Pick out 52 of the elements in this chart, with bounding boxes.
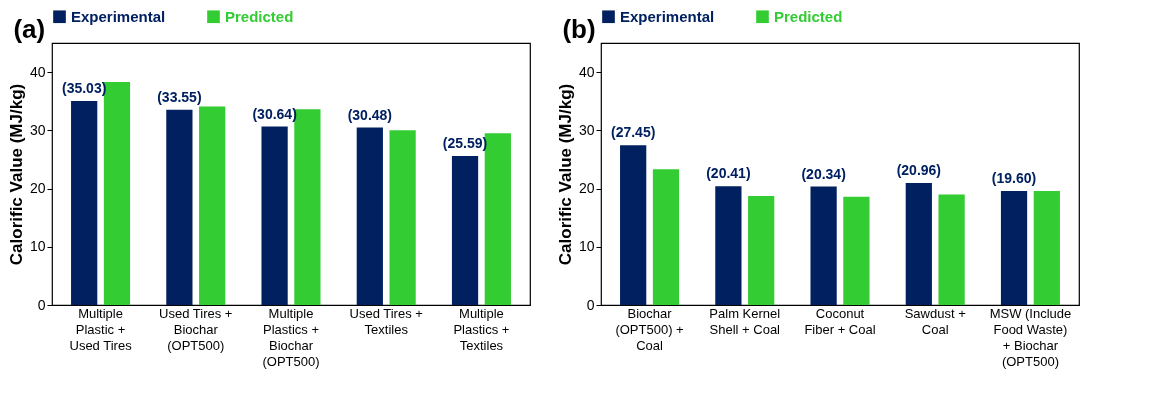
x-tick-label: Multiple Plastic + Used Tires [69,305,133,353]
x-tick-label: Biochar (OPT500) + Coal [615,305,684,353]
y-tick-label: 20 [578,180,595,197]
bar [71,101,98,305]
y-tick-label: 0 [586,296,595,313]
x-tick-label: Multiple Plastics + Textiles [453,305,510,353]
x-tick-label: Coconut Fiber + Coal [804,305,876,337]
bar [389,130,416,305]
chart-title: (b) [562,14,596,44]
data-label: (20.96) [896,161,941,178]
data-label: (27.45) [610,124,656,141]
y-tick-label: 10 [29,238,46,255]
x-tick-label: Used Tires + Biochar (OPT500) [159,305,233,353]
y-tick-label: 40 [578,63,595,80]
bar [199,106,226,305]
y-tick-label: 20 [29,180,46,197]
x-tick-label: Palm Kernel Shell + Coal [709,305,781,337]
x-tick-label: Multiple Plastics + Biochar (OPT500) [262,305,320,369]
y-tick-label: 0 [37,296,46,313]
legend-label: Predicted [225,7,294,25]
data-label: (20.34) [801,165,846,182]
bar [620,145,647,305]
data-label: (33.55) [157,88,202,105]
chart-title: (a) [13,14,46,44]
bar [356,127,383,305]
bar [1000,190,1028,305]
y-axis-title: Calorific Value (MJ/kg) [555,83,575,266]
y-tick-label: 10 [578,238,595,255]
bar [905,182,932,305]
legend-label: Experimental [620,7,715,25]
x-tick-label: Sawdust + Coal [904,305,966,337]
x-tick-label: MSW (Include Food Waste) + Biochar (OPT500) [989,305,1072,369]
bar [451,156,479,305]
bar [938,194,965,305]
y-tick-label: 30 [578,121,595,138]
bar [810,186,837,305]
y-tick-label: 30 [29,121,46,138]
y-axis-title: Calorific Value (MJ/kg) [6,83,26,266]
data-label: (19.60) [991,169,1037,186]
bar [1033,190,1060,305]
data-label: (20.41) [706,165,751,182]
bar [843,196,870,305]
bar [748,196,775,305]
bar [166,109,193,305]
bar [261,126,288,305]
x-tick-label: Used Tires + Textiles [349,305,423,337]
bar [652,169,680,305]
legend-label: Predicted [774,7,843,25]
y-tick-label: 40 [29,63,46,80]
data-label: (30.48) [347,106,392,123]
bar [715,186,742,305]
legend-label: Experimental [71,7,166,25]
